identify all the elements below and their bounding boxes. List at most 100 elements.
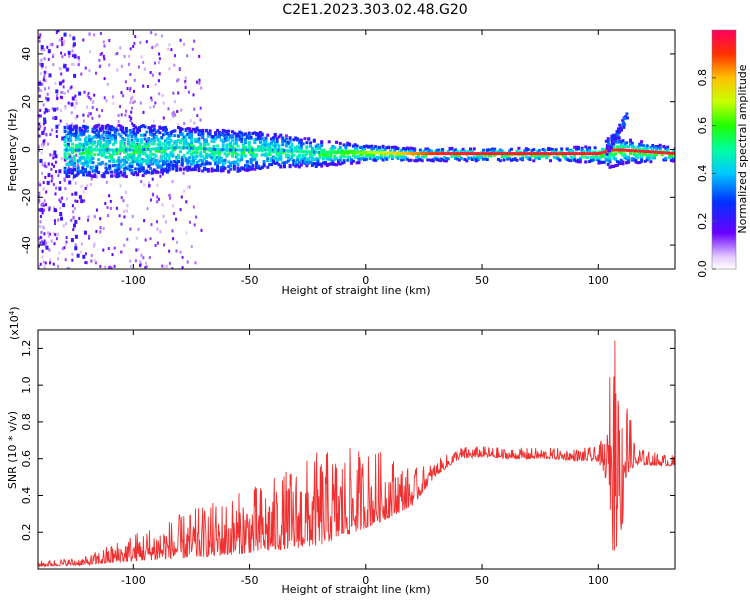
heatmap-cell — [69, 148, 72, 152]
heatmap-cell — [275, 161, 279, 165]
heatmap-cell — [112, 173, 115, 177]
heatmap-cell — [42, 203, 45, 207]
heatmap-cell — [160, 136, 164, 139]
heatmap-cell — [400, 158, 404, 162]
heatmap-cell — [82, 38, 85, 42]
heatmap-cell — [370, 147, 374, 150]
heatmap-cell — [67, 137, 71, 141]
heatmap-cell — [303, 157, 307, 161]
heatmap-cell — [508, 152, 511, 156]
heatmap-cell — [271, 159, 275, 163]
heatmap-cell — [73, 167, 77, 172]
heatmap-cell — [485, 158, 489, 161]
heatmap-cell — [324, 162, 327, 166]
heatmap-cell — [643, 150, 646, 153]
heatmap-cell — [110, 136, 114, 139]
heatmap-cell — [271, 161, 275, 165]
heatmap-cell — [84, 66, 87, 70]
heatmap-cell — [69, 160, 73, 164]
heatmap-cell — [152, 105, 155, 109]
heatmap-cell — [418, 148, 422, 152]
heatmap-cell — [69, 131, 73, 135]
heatmap-cell — [340, 150, 343, 154]
heatmap-cell — [201, 128, 205, 132]
heatmap-cell — [160, 159, 164, 163]
heatmap-cell — [110, 154, 114, 158]
heatmap-cell — [46, 45, 49, 49]
heatmap-cell — [76, 159, 80, 163]
heatmap-cell — [476, 154, 480, 158]
heatmap-cell — [338, 150, 341, 154]
heatmap-cell — [608, 158, 612, 162]
heatmap-cell — [141, 174, 145, 177]
heatmap-cell — [251, 164, 255, 168]
heatmap-cell — [281, 136, 285, 140]
heatmap-cell — [240, 155, 244, 159]
heatmap-cell — [638, 161, 642, 164]
heatmap-cell — [132, 124, 136, 127]
heatmap-cell — [242, 133, 246, 137]
heatmap-cell — [131, 95, 134, 99]
heatmap-cell — [225, 130, 229, 133]
heatmap-cell — [655, 147, 658, 151]
heatmap-cell — [537, 154, 541, 158]
heatmap-cell — [420, 152, 423, 156]
heatmap-cell — [173, 212, 175, 215]
heatmap-cell — [147, 159, 151, 163]
heatmap-cell — [175, 157, 179, 161]
heatmap-cell — [65, 67, 69, 72]
heatmap-cell — [49, 232, 51, 236]
heatmap-cell — [324, 155, 327, 159]
heatmap-cell — [547, 152, 550, 156]
heatmap-cell — [100, 52, 103, 55]
heatmap-cell — [271, 144, 275, 148]
heatmap-cell — [82, 124, 86, 128]
heatmap-cell — [586, 156, 590, 159]
heatmap-cell — [43, 120, 47, 124]
heatmap-cell — [599, 156, 603, 160]
heatmap-cell — [204, 129, 208, 133]
heatmap-cell — [39, 220, 42, 224]
heatmap-cell — [150, 31, 153, 35]
heatmap-cell — [437, 148, 441, 152]
heatmap-cell — [433, 157, 437, 160]
heatmap-cell — [415, 159, 419, 163]
heatmap-cell — [139, 162, 143, 166]
heatmap-cell — [145, 153, 149, 157]
heatmap-cell — [359, 157, 363, 161]
heatmap-cell — [85, 160, 89, 164]
heatmap-cell — [547, 153, 551, 157]
heatmap-cell — [143, 67, 146, 71]
heatmap-cell — [543, 152, 546, 156]
heatmap-cell — [338, 158, 342, 162]
heatmap-cell — [48, 207, 51, 211]
heatmap-cell — [656, 145, 660, 149]
heatmap-cell — [134, 146, 138, 150]
colorbar-gradient — [712, 30, 736, 269]
heatmap-cell — [296, 163, 300, 167]
heatmap-cell — [589, 152, 592, 156]
heatmap-cell — [73, 106, 76, 110]
heatmap-cell — [338, 148, 342, 152]
heatmap-cell — [240, 151, 244, 155]
heatmap-cell — [625, 116, 629, 120]
heatmap-cell — [433, 152, 436, 156]
heatmap-cell — [180, 195, 183, 199]
heatmap-cell — [38, 122, 41, 126]
heatmap-cell — [163, 265, 166, 269]
heatmap-cell — [506, 152, 509, 156]
heatmap-cell — [184, 86, 187, 89]
heatmap-cell — [227, 129, 231, 133]
heatmap-cell — [67, 148, 70, 152]
heatmap-cell — [39, 241, 42, 245]
heatmap-cell — [193, 151, 197, 155]
heatmap-cell — [141, 158, 145, 162]
heatmap-cell — [260, 153, 264, 157]
heatmap-cell — [158, 140, 162, 144]
heatmap-cell — [615, 163, 619, 167]
heatmap-cell — [143, 171, 147, 174]
heatmap-cell — [130, 171, 134, 175]
heatmap-cell — [87, 148, 90, 152]
heatmap-cell — [411, 149, 415, 153]
heatmap-cell — [82, 132, 86, 136]
